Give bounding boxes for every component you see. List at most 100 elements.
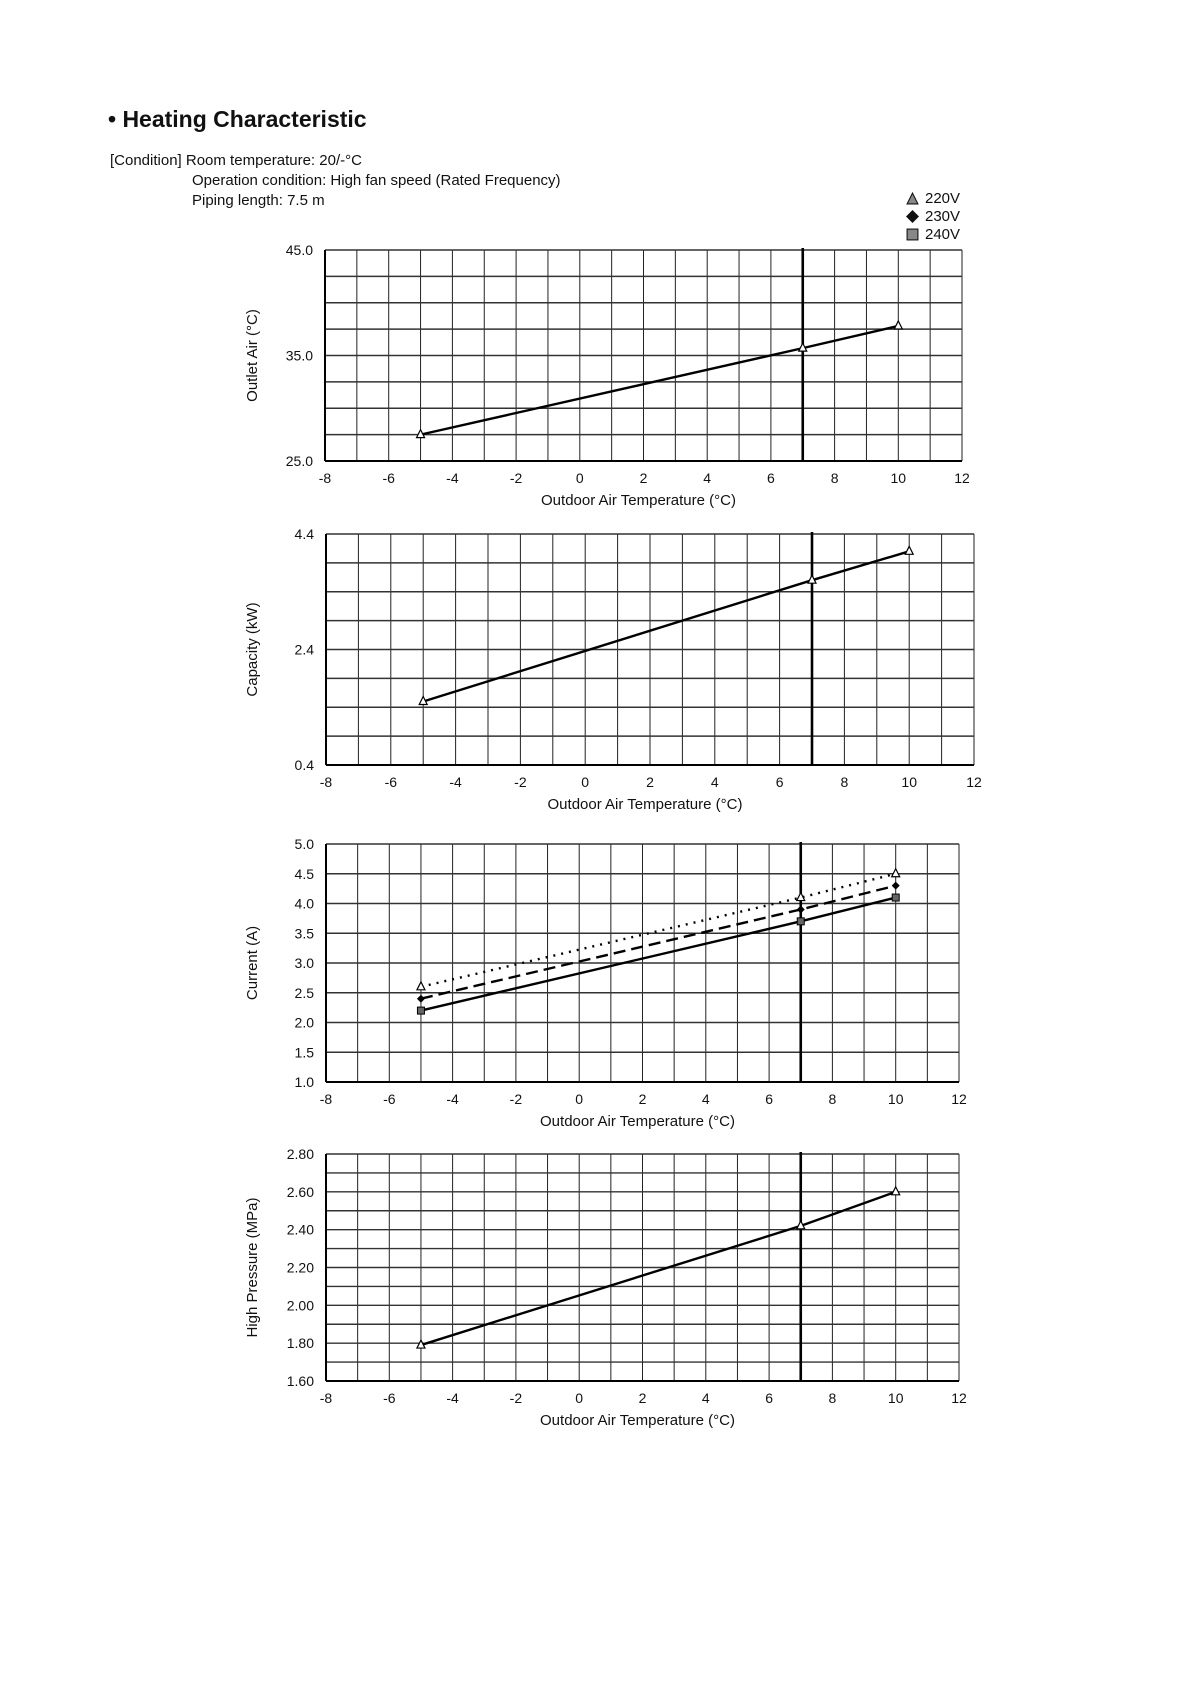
x-tick-label: 0 <box>581 774 589 790</box>
series-line-220v <box>420 1190 897 1347</box>
data-point <box>890 1185 901 1196</box>
data-point <box>796 905 805 914</box>
x-tick-label: 8 <box>829 1390 837 1406</box>
x-tick-label: -4 <box>449 774 462 790</box>
x-tick-label: 12 <box>966 774 982 790</box>
x-axis-label: Outdoor Air Temperature (°C) <box>541 492 736 509</box>
x-tick-label: -8 <box>320 774 333 790</box>
x-tick-label: 2 <box>639 1390 647 1406</box>
y-tick-label: 4.0 <box>295 896 315 912</box>
x-tick-label: 2 <box>640 470 648 486</box>
legend-label: 240V <box>925 226 961 243</box>
x-tick-label: -6 <box>385 774 398 790</box>
x-tick-label: -2 <box>510 1091 523 1107</box>
y-tick-label: 4.5 <box>295 866 315 882</box>
x-tick-label: 8 <box>829 1091 837 1107</box>
x-axis-label: Outdoor Air Temperature (°C) <box>540 1412 735 1429</box>
data-point <box>415 428 426 439</box>
x-tick-label: -4 <box>446 1390 459 1406</box>
x-tick-label: -8 <box>320 1390 333 1406</box>
series-line-220v <box>420 872 896 988</box>
x-axis-label: Outdoor Air Temperature (°C) <box>548 796 743 813</box>
y-tick-label: 2.20 <box>287 1260 314 1276</box>
x-tick-label: 2 <box>639 1091 647 1107</box>
x-tick-label: 4 <box>711 774 719 790</box>
x-tick-label: 6 <box>776 774 784 790</box>
x-tick-label: -6 <box>382 470 395 486</box>
x-tick-label: -8 <box>319 470 332 486</box>
x-tick-label: -6 <box>383 1390 396 1406</box>
x-tick-label: -4 <box>446 1091 459 1107</box>
data-point <box>891 881 900 890</box>
data-point <box>893 319 904 330</box>
x-tick-label: -2 <box>514 774 527 790</box>
y-tick-label: 45.0 <box>286 242 313 258</box>
data-point <box>797 341 808 352</box>
diamond-marker-icon <box>906 210 919 223</box>
data-point <box>795 891 806 902</box>
x-axis-label: Outdoor Air Temperature (°C) <box>540 1113 735 1130</box>
x-tick-label: 6 <box>765 1091 773 1107</box>
page-title: • Heating Characteristic <box>108 106 367 132</box>
series-line-240v <box>420 896 896 1012</box>
data-point <box>891 893 900 902</box>
condition-piping: Piping length: 7.5 m <box>192 192 325 209</box>
legend-item-240v: 240V <box>906 226 960 243</box>
x-tick-label: -2 <box>510 1390 523 1406</box>
y-tick-label: 2.40 <box>287 1222 314 1238</box>
data-point <box>796 917 805 926</box>
condition-room-temperature: [Condition] Room temperature: 20/-°C <box>110 152 362 169</box>
series-line-220v <box>420 324 899 436</box>
y-tick-label: 1.0 <box>295 1074 315 1090</box>
chart-4: -8 -6 -4 -2 0 2 4 6 8 10 12 1.60 1.80 2.00 2.20 2.40 2.6… <box>244 1146 967 1429</box>
y-axis-label: Outlet Air (°C) <box>244 309 261 402</box>
x-tick-label: 12 <box>954 470 970 486</box>
x-tick-label: 10 <box>891 470 907 486</box>
x-tick-label: 10 <box>901 774 917 790</box>
y-tick-label: 0.4 <box>295 757 315 773</box>
x-tick-label: -2 <box>510 470 523 486</box>
chart-2: -8 -6 -4 -2 0 2 4 6 8 10 12 0.4 2.4 4.4 Outdoor Air Te… <box>244 526 982 813</box>
y-tick-label: 2.00 <box>287 1297 314 1313</box>
x-tick-label: 12 <box>951 1091 967 1107</box>
square-marker-icon <box>906 228 919 241</box>
x-tick-label: 8 <box>831 470 839 486</box>
y-tick-label: 35.0 <box>286 348 313 364</box>
y-tick-label: 2.80 <box>287 1146 314 1162</box>
y-axis-label: Current (A) <box>244 926 261 1000</box>
y-axis-label: Capacity (kW) <box>244 602 261 696</box>
y-tick-label: 3.5 <box>295 925 315 941</box>
y-tick-label: 1.80 <box>287 1335 314 1351</box>
data-point <box>890 867 901 878</box>
x-tick-label: 6 <box>767 470 775 486</box>
x-tick-label: 0 <box>575 1091 583 1107</box>
y-tick-label: 2.0 <box>295 1015 315 1031</box>
x-tick-label: 8 <box>841 774 849 790</box>
data-point <box>415 980 426 991</box>
legend-label: 220V <box>925 190 961 207</box>
data-point <box>904 544 915 555</box>
data-point <box>807 573 817 584</box>
chart-3: -8 -6 -4 -2 0 2 4 6 8 10 12 1.0 1.5 2.0 2.5 3.0 3.5 4.0 4.… <box>244 836 967 1130</box>
y-tick-label: 2.5 <box>295 985 315 1001</box>
x-tick-label: 10 <box>888 1390 904 1406</box>
y-axis-label: High Pressure (MPa) <box>244 1197 261 1337</box>
x-tick-label: 2 <box>646 774 654 790</box>
data-point <box>415 1338 426 1349</box>
triangle-marker-icon <box>906 192 919 205</box>
x-tick-label: 6 <box>765 1390 773 1406</box>
series-line-230v <box>420 884 896 1000</box>
y-tick-label: 2.4 <box>295 642 315 658</box>
y-tick-label: 25.0 <box>286 453 313 469</box>
y-tick-label: 4.4 <box>295 526 315 542</box>
x-tick-label: 10 <box>888 1091 904 1107</box>
x-tick-label: -6 <box>383 1091 396 1107</box>
y-tick-label: 1.5 <box>295 1044 315 1060</box>
x-tick-label: 0 <box>575 1390 583 1406</box>
condition-operation: Operation condition: High fan speed (Rat… <box>192 172 561 189</box>
data-point <box>795 1219 806 1230</box>
data-point <box>416 994 425 1003</box>
data-point <box>418 695 429 706</box>
legend-item-230v: 230V <box>906 208 960 225</box>
x-tick-label: -8 <box>320 1091 333 1107</box>
